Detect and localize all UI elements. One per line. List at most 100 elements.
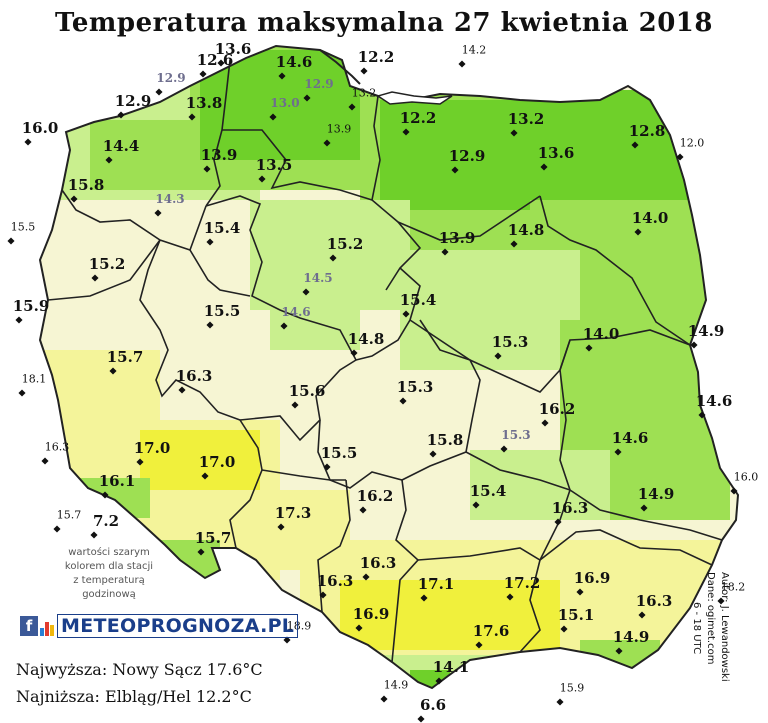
- coastal-lagoon: [376, 91, 453, 105]
- station-temperature: 17.6: [472, 622, 510, 640]
- station-temperature: 15.9: [559, 681, 585, 695]
- station-temperature: 15.4: [469, 482, 507, 500]
- station-temperature: 13.5: [255, 156, 293, 174]
- station-temperature: 15.3: [396, 378, 434, 396]
- station-temperature: 13.2: [351, 86, 377, 100]
- station-temperature: 17.2: [503, 574, 541, 592]
- voivodeship-borders: [47, 59, 723, 663]
- logo-bars-icon: [40, 616, 55, 636]
- legend-note: wartości szarym kolorem dla stacji z tem…: [54, 546, 164, 602]
- station-temperature: 13.8: [185, 94, 223, 112]
- station-temperature: 15.7: [194, 529, 232, 547]
- station-temperature: 15.3: [501, 428, 531, 442]
- station-temperature: 14.6: [281, 305, 311, 319]
- facebook-icon[interactable]: f: [20, 616, 38, 636]
- station-temperature: 13.6: [214, 40, 252, 58]
- station-temperature: 16.3: [44, 440, 70, 454]
- station-temperature: 15.6: [288, 382, 326, 400]
- station-temperature: 14.6: [695, 392, 733, 410]
- hel-peninsula: [319, 49, 361, 85]
- station-temperature: 14.4: [102, 137, 140, 155]
- credits-hours: 6 - 18 UTC: [691, 602, 702, 655]
- station-temperature: 14.8: [347, 330, 385, 348]
- station-temperature: 12.0: [679, 136, 705, 150]
- station-temperature: 17.0: [198, 453, 236, 471]
- station-temperature: 15.4: [203, 219, 241, 237]
- station-temperature: 16.1: [98, 472, 136, 490]
- station-temperature: 18.2: [720, 580, 746, 594]
- meteoprognoza-logo[interactable]: f METEOPROGNOZA.PL: [20, 614, 299, 638]
- station-temperature: 17.1: [417, 575, 455, 593]
- station-temperature: 16.3: [551, 499, 589, 517]
- station-temperature: 16.3: [359, 554, 397, 572]
- station-temperature: 14.5: [303, 271, 333, 285]
- station-temperature: 14.9: [637, 485, 675, 503]
- station-temperature: 7.2: [92, 512, 120, 530]
- station-temperature: 15.5: [10, 220, 36, 234]
- station-temperature: 15.8: [426, 431, 464, 449]
- logo-text: METEOPROGNOZA.PL: [57, 614, 299, 638]
- station-temperature: 12.9: [156, 71, 186, 85]
- station-temperature: 14.3: [155, 192, 185, 206]
- station-temperature: 12.2: [399, 109, 437, 127]
- credits-author: Autor: J. Lewandowski: [719, 572, 730, 682]
- station-temperature: 14.9: [612, 628, 650, 646]
- map-title: Temperatura maksymalna 27 kwietnia 2018: [55, 8, 713, 38]
- credits-data: Dane: ogimet.com: [705, 572, 716, 665]
- country-border: [38, 44, 740, 690]
- highest-temperature: Najwyższa: Nowy Sącz 17.6°C: [16, 660, 263, 679]
- station-temperature: 13.9: [326, 122, 352, 136]
- station-temperature: 13.9: [200, 146, 238, 164]
- station-temperature: 15.3: [491, 333, 529, 351]
- station-temperature: 16.9: [352, 605, 390, 623]
- station-temperature: 16.3: [175, 367, 213, 385]
- station-temperature: 12.6: [196, 51, 234, 69]
- station-temperature: 14.6: [611, 429, 649, 447]
- station-temperature: 17.3: [274, 504, 312, 522]
- station-temperature: 14.0: [631, 209, 669, 227]
- station-temperature: 16.3: [635, 592, 673, 610]
- station-temperature: 15.2: [88, 255, 126, 273]
- station-temperature: 17.0: [133, 439, 171, 457]
- station-temperature: 16.2: [538, 400, 576, 418]
- station-temperature: 18.1: [21, 372, 47, 386]
- station-temperature: 15.8: [67, 176, 105, 194]
- station-temperature: 15.2: [326, 235, 364, 253]
- station-temperature: 12.9: [114, 92, 152, 110]
- station-temperature: 12.9: [304, 77, 334, 91]
- station-temperature: 6.6: [419, 696, 447, 714]
- station-temperature: 16.0: [733, 470, 759, 484]
- station-temperature: 14.9: [687, 322, 725, 340]
- station-temperature: 14.1: [432, 658, 470, 676]
- station-temperature: 15.7: [56, 508, 82, 522]
- station-temperature: 14.2: [461, 43, 487, 57]
- station-temperature: 16.9: [573, 569, 611, 587]
- station-temperature: 15.5: [203, 302, 241, 320]
- lowest-temperature: Najniższa: Elbląg/Hel 12.2°C: [16, 687, 252, 706]
- station-temperature: 15.4: [399, 291, 437, 309]
- station-temperature: 16.3: [316, 572, 354, 590]
- station-temperature: 15.7: [106, 348, 144, 366]
- station-temperature: 15.1: [557, 606, 595, 624]
- station-temperature: 18.9: [286, 619, 312, 633]
- station-temperature: 15.9: [12, 297, 50, 315]
- station-temperature: 14.6: [275, 53, 313, 71]
- station-temperature: 12.9: [448, 147, 486, 165]
- legend-note-line: godzinową: [82, 589, 136, 600]
- station-temperature: 13.9: [438, 229, 476, 247]
- station-temperature: 12.8: [628, 122, 666, 140]
- legend-note-line: z temperaturą: [73, 575, 145, 586]
- station-temperature: 14.8: [507, 221, 545, 239]
- station-temperature: 13.0: [270, 96, 300, 110]
- station-temperature: 15.5: [320, 444, 358, 462]
- legend-note-line: wartości szarym: [68, 547, 150, 558]
- station-temperature: 12.2: [357, 48, 395, 66]
- station-temperature: 14.9: [383, 678, 409, 692]
- station-temperature: 13.2: [507, 110, 545, 128]
- station-temperature: 16.2: [356, 487, 394, 505]
- station-temperature: 14.0: [582, 325, 620, 343]
- station-temperature: 13.6: [537, 144, 575, 162]
- legend-note-line: kolorem dla stacji: [64, 561, 154, 572]
- station-temperature: 16.0: [21, 119, 59, 137]
